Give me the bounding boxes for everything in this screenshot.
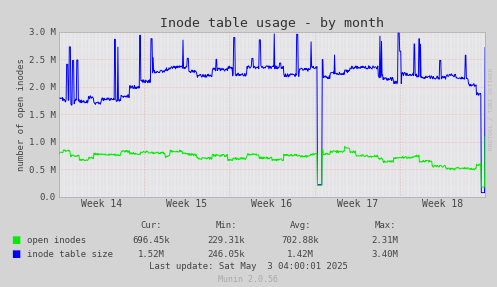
Text: inode table size: inode table size xyxy=(27,250,113,259)
Text: Last update: Sat May  3 04:00:01 2025: Last update: Sat May 3 04:00:01 2025 xyxy=(149,262,348,271)
Title: Inode table usage - by month: Inode table usage - by month xyxy=(160,18,384,30)
Text: 696.45k: 696.45k xyxy=(133,236,170,245)
Text: 702.88k: 702.88k xyxy=(282,236,320,245)
Text: RRDTOOL / TOBI OETIKER: RRDTOOL / TOBI OETIKER xyxy=(489,68,494,150)
Y-axis label: number of open inodes: number of open inodes xyxy=(17,58,26,170)
Text: 2.31M: 2.31M xyxy=(372,236,399,245)
Text: 1.52M: 1.52M xyxy=(138,250,165,259)
Text: 3.40M: 3.40M xyxy=(372,250,399,259)
Text: ■: ■ xyxy=(11,234,20,245)
Text: Cur:: Cur: xyxy=(141,221,163,230)
Text: open inodes: open inodes xyxy=(27,236,86,245)
Text: 1.42M: 1.42M xyxy=(287,250,314,259)
Text: 229.31k: 229.31k xyxy=(207,236,245,245)
Text: ■: ■ xyxy=(11,249,20,259)
Text: Max:: Max: xyxy=(374,221,396,230)
Text: Avg:: Avg: xyxy=(290,221,312,230)
Text: 246.05k: 246.05k xyxy=(207,250,245,259)
Text: Munin 2.0.56: Munin 2.0.56 xyxy=(219,275,278,284)
Text: Min:: Min: xyxy=(215,221,237,230)
